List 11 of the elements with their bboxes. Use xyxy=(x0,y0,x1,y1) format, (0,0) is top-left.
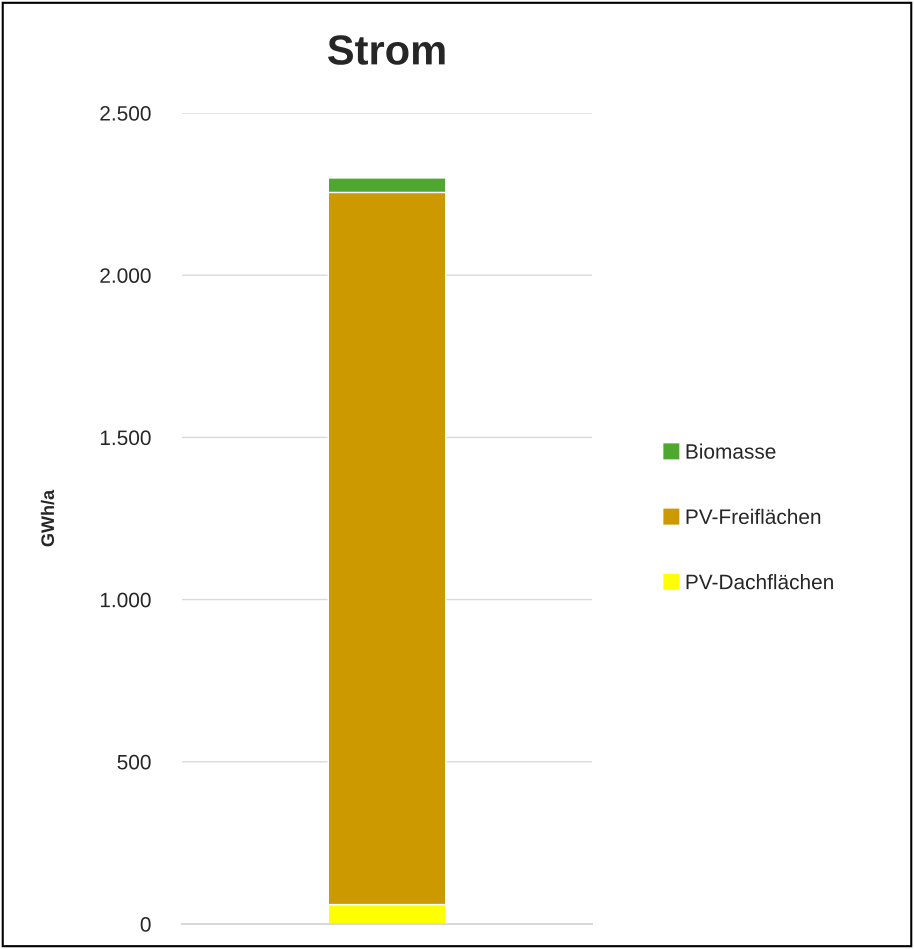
legend-label: PV-Freiflächen xyxy=(686,508,820,524)
y-tick-label: 1.000 xyxy=(100,592,151,608)
y-tick-label: 500 xyxy=(118,754,151,770)
y-tick-label: 1.500 xyxy=(100,430,151,446)
y-tick-label: 2.500 xyxy=(100,106,151,121)
chart-title: Strom xyxy=(328,35,445,65)
legend-label: Biomasse xyxy=(686,444,776,459)
y-tick-label: 0 xyxy=(140,917,151,932)
legend-label: PV-Dachflächen xyxy=(686,574,833,590)
y-tick-label: 2.000 xyxy=(100,268,151,283)
y-axis-title: GWh/a xyxy=(40,490,54,546)
